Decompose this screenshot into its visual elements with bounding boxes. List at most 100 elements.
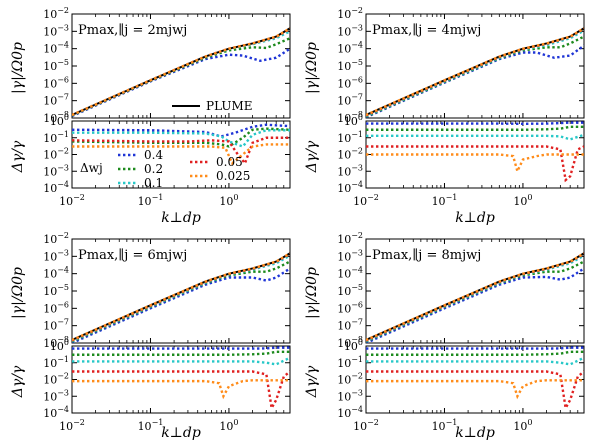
- y-tick-label-bottom: 10−2: [43, 372, 69, 387]
- error-series-0_2: [366, 350, 584, 356]
- tick-base: 10: [59, 420, 73, 433]
- y-tick-label-top: 10−6: [43, 300, 69, 315]
- tick-exponent: −8: [57, 110, 69, 119]
- y-tick-label-bottom: 10−1: [337, 130, 363, 145]
- y-tick-label-top: 10−6: [337, 75, 363, 90]
- legend-label-0_4: 0.4: [144, 148, 163, 162]
- error-series-group: [72, 346, 290, 412]
- tick-exponent: −8: [351, 335, 363, 344]
- tick-exponent: −3: [351, 163, 363, 172]
- tick-exponent: −3: [351, 388, 363, 397]
- y-tick-label-bottom: 10−1: [43, 355, 69, 370]
- x-axis-label: k⊥dp: [161, 210, 201, 226]
- legend-label-0_1: 0.1: [144, 176, 163, 190]
- y-tick-label-top: 10−3: [337, 248, 363, 263]
- tick-exponent: −1: [351, 130, 363, 139]
- tick-base: 10: [43, 8, 57, 21]
- y-tick-label-top: 10−2: [43, 6, 69, 21]
- tick-base: 10: [43, 165, 57, 178]
- tick-exponent: −4: [351, 41, 363, 50]
- tick-exponent: −1: [57, 355, 69, 364]
- tick-exponent: −2: [73, 193, 85, 202]
- y-tick-label-top: 10−5: [43, 283, 69, 298]
- error-series-0_2: [72, 350, 290, 356]
- error-series-0_2: [366, 125, 584, 131]
- tick-base: 10: [138, 195, 152, 208]
- tick-base: 10: [43, 149, 57, 162]
- tick-base: 10: [43, 95, 57, 108]
- y-tick-label-top: 10−6: [337, 300, 363, 315]
- x-tick-label: 10−1: [138, 193, 164, 208]
- growth-series-0_4: [72, 267, 290, 343]
- y-tick-label-bottom: 10−4: [337, 180, 363, 195]
- growth-series-group: [72, 27, 290, 118]
- y-tick-label-top: 10−5: [43, 58, 69, 73]
- legend-label-0_025: 0.025: [216, 169, 250, 183]
- tick-base: 10: [50, 340, 64, 353]
- y-tick-label-bottom: 10−3: [43, 163, 69, 178]
- tick-base: 10: [513, 195, 527, 208]
- y-tick-label-top: 10−2: [337, 6, 363, 21]
- x-tick-label: 10−1: [432, 418, 458, 433]
- legend: PLUME Δwj 0.40.20.1 0.050.025: [80, 99, 253, 190]
- tick-exponent: −8: [57, 335, 69, 344]
- x-tick-label: 10−2: [59, 418, 85, 433]
- tick-exponent: −4: [351, 405, 363, 414]
- tick-base: 10: [43, 250, 57, 263]
- growth-series-group: [72, 252, 290, 343]
- y-axis-label-growth: |γ|/Ω0p: [304, 267, 320, 319]
- tick-base: 10: [344, 340, 358, 353]
- tick-base: 10: [337, 149, 351, 162]
- y-tick-label-bottom: 100: [50, 113, 69, 128]
- x-tick-label: 10−1: [138, 418, 164, 433]
- tick-exponent: 0: [64, 338, 69, 347]
- y-tick-label-bottom: 10−3: [43, 388, 69, 403]
- x-tick-label: 100: [513, 418, 532, 433]
- tick-exponent: −2: [351, 372, 363, 381]
- tick-base: 10: [43, 390, 57, 403]
- y-tick-label-top: 10−8: [337, 110, 363, 125]
- error-series-0_025: [72, 143, 290, 166]
- tick-exponent: 0: [358, 113, 363, 122]
- panel-annotation: Pmax,∥j = 6mjwj: [78, 248, 187, 263]
- tick-exponent: −3: [57, 163, 69, 172]
- tick-base: 10: [337, 390, 351, 403]
- growth-series-0_4: [366, 267, 584, 343]
- tick-base: 10: [138, 420, 152, 433]
- tick-base: 10: [43, 60, 57, 73]
- tick-exponent: −2: [57, 147, 69, 156]
- error-series-0_4: [72, 346, 290, 350]
- y-tick-label-top: 10−7: [337, 318, 363, 333]
- tick-exponent: −4: [57, 405, 69, 414]
- tick-base: 10: [337, 250, 351, 263]
- y-tick-label-top: 10−7: [43, 318, 69, 333]
- x-tick-label: 10−2: [353, 193, 379, 208]
- tick-exponent: −6: [57, 300, 69, 309]
- growth-series-0_025: [72, 252, 290, 342]
- tick-exponent: −2: [73, 418, 85, 427]
- tick-base: 10: [337, 374, 351, 387]
- tick-exponent: −7: [57, 93, 69, 102]
- growth-series-group: [366, 252, 584, 343]
- y-axis-label-error: Δγ/γ: [10, 140, 26, 173]
- y-axis-label-error: Δγ/γ: [304, 140, 320, 173]
- tick-exponent: −4: [57, 180, 69, 189]
- tick-base: 10: [353, 420, 367, 433]
- tick-exponent: −3: [57, 388, 69, 397]
- y-axis-label-growth: |γ|/Ω0p: [304, 42, 320, 94]
- x-tick-label: 100: [513, 193, 532, 208]
- error-series-0_05: [72, 370, 290, 412]
- tick-base: 10: [337, 285, 351, 298]
- tick-exponent: −7: [57, 318, 69, 327]
- x-axis-label: k⊥dp: [161, 425, 201, 441]
- tick-exponent: −5: [57, 58, 69, 67]
- panel-annotation: Pmax,∥j = 2mjwj: [78, 23, 187, 38]
- error-series-0_1: [366, 133, 584, 141]
- tick-exponent: −6: [351, 75, 363, 84]
- y-tick-label-top: 10−6: [43, 75, 69, 90]
